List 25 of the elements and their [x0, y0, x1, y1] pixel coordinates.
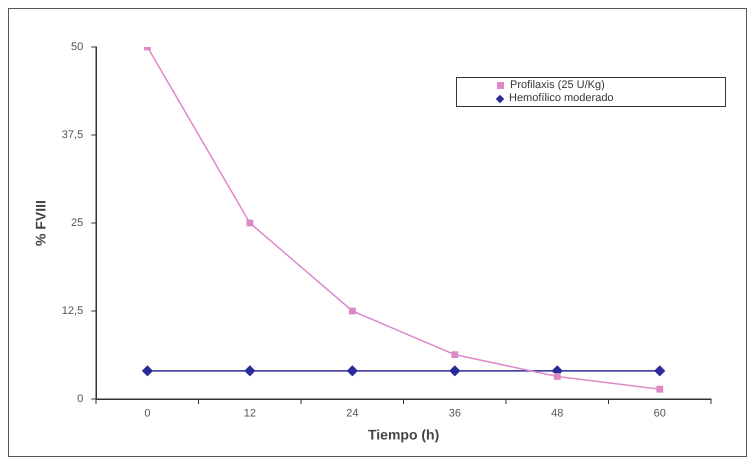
x-tick-label: 24 [346, 408, 358, 420]
point [246, 220, 254, 226]
point [554, 373, 561, 380]
x-tick-label: 12 [244, 408, 256, 420]
y-tick-label: 37,5 [62, 129, 84, 142]
x-tick-label: 36 [448, 408, 461, 420]
point [244, 366, 256, 376]
point [451, 351, 458, 358]
point [656, 386, 664, 393]
point [142, 366, 153, 376]
point [450, 366, 460, 376]
point [348, 308, 356, 314]
x-axis-title: Tiempo (h) [368, 426, 440, 442]
legend-label: Profilaxis (25 U/Kg) [510, 79, 605, 92]
legend-label: Hemofílico moderado [509, 92, 614, 105]
x-tick-label: 60 [654, 408, 666, 420]
x-tick-label: 48 [551, 408, 564, 420]
y-tick-label: 25 [70, 217, 84, 230]
x-tick-label: 0 [144, 408, 151, 420]
point [654, 366, 666, 376]
y-tick-label: 50 [70, 41, 84, 54]
point [347, 366, 358, 376]
y-tick-label: 0 [77, 393, 84, 406]
y-tick-label: 12,5 [62, 305, 84, 318]
y-axis-title: % FVIII [32, 200, 48, 246]
